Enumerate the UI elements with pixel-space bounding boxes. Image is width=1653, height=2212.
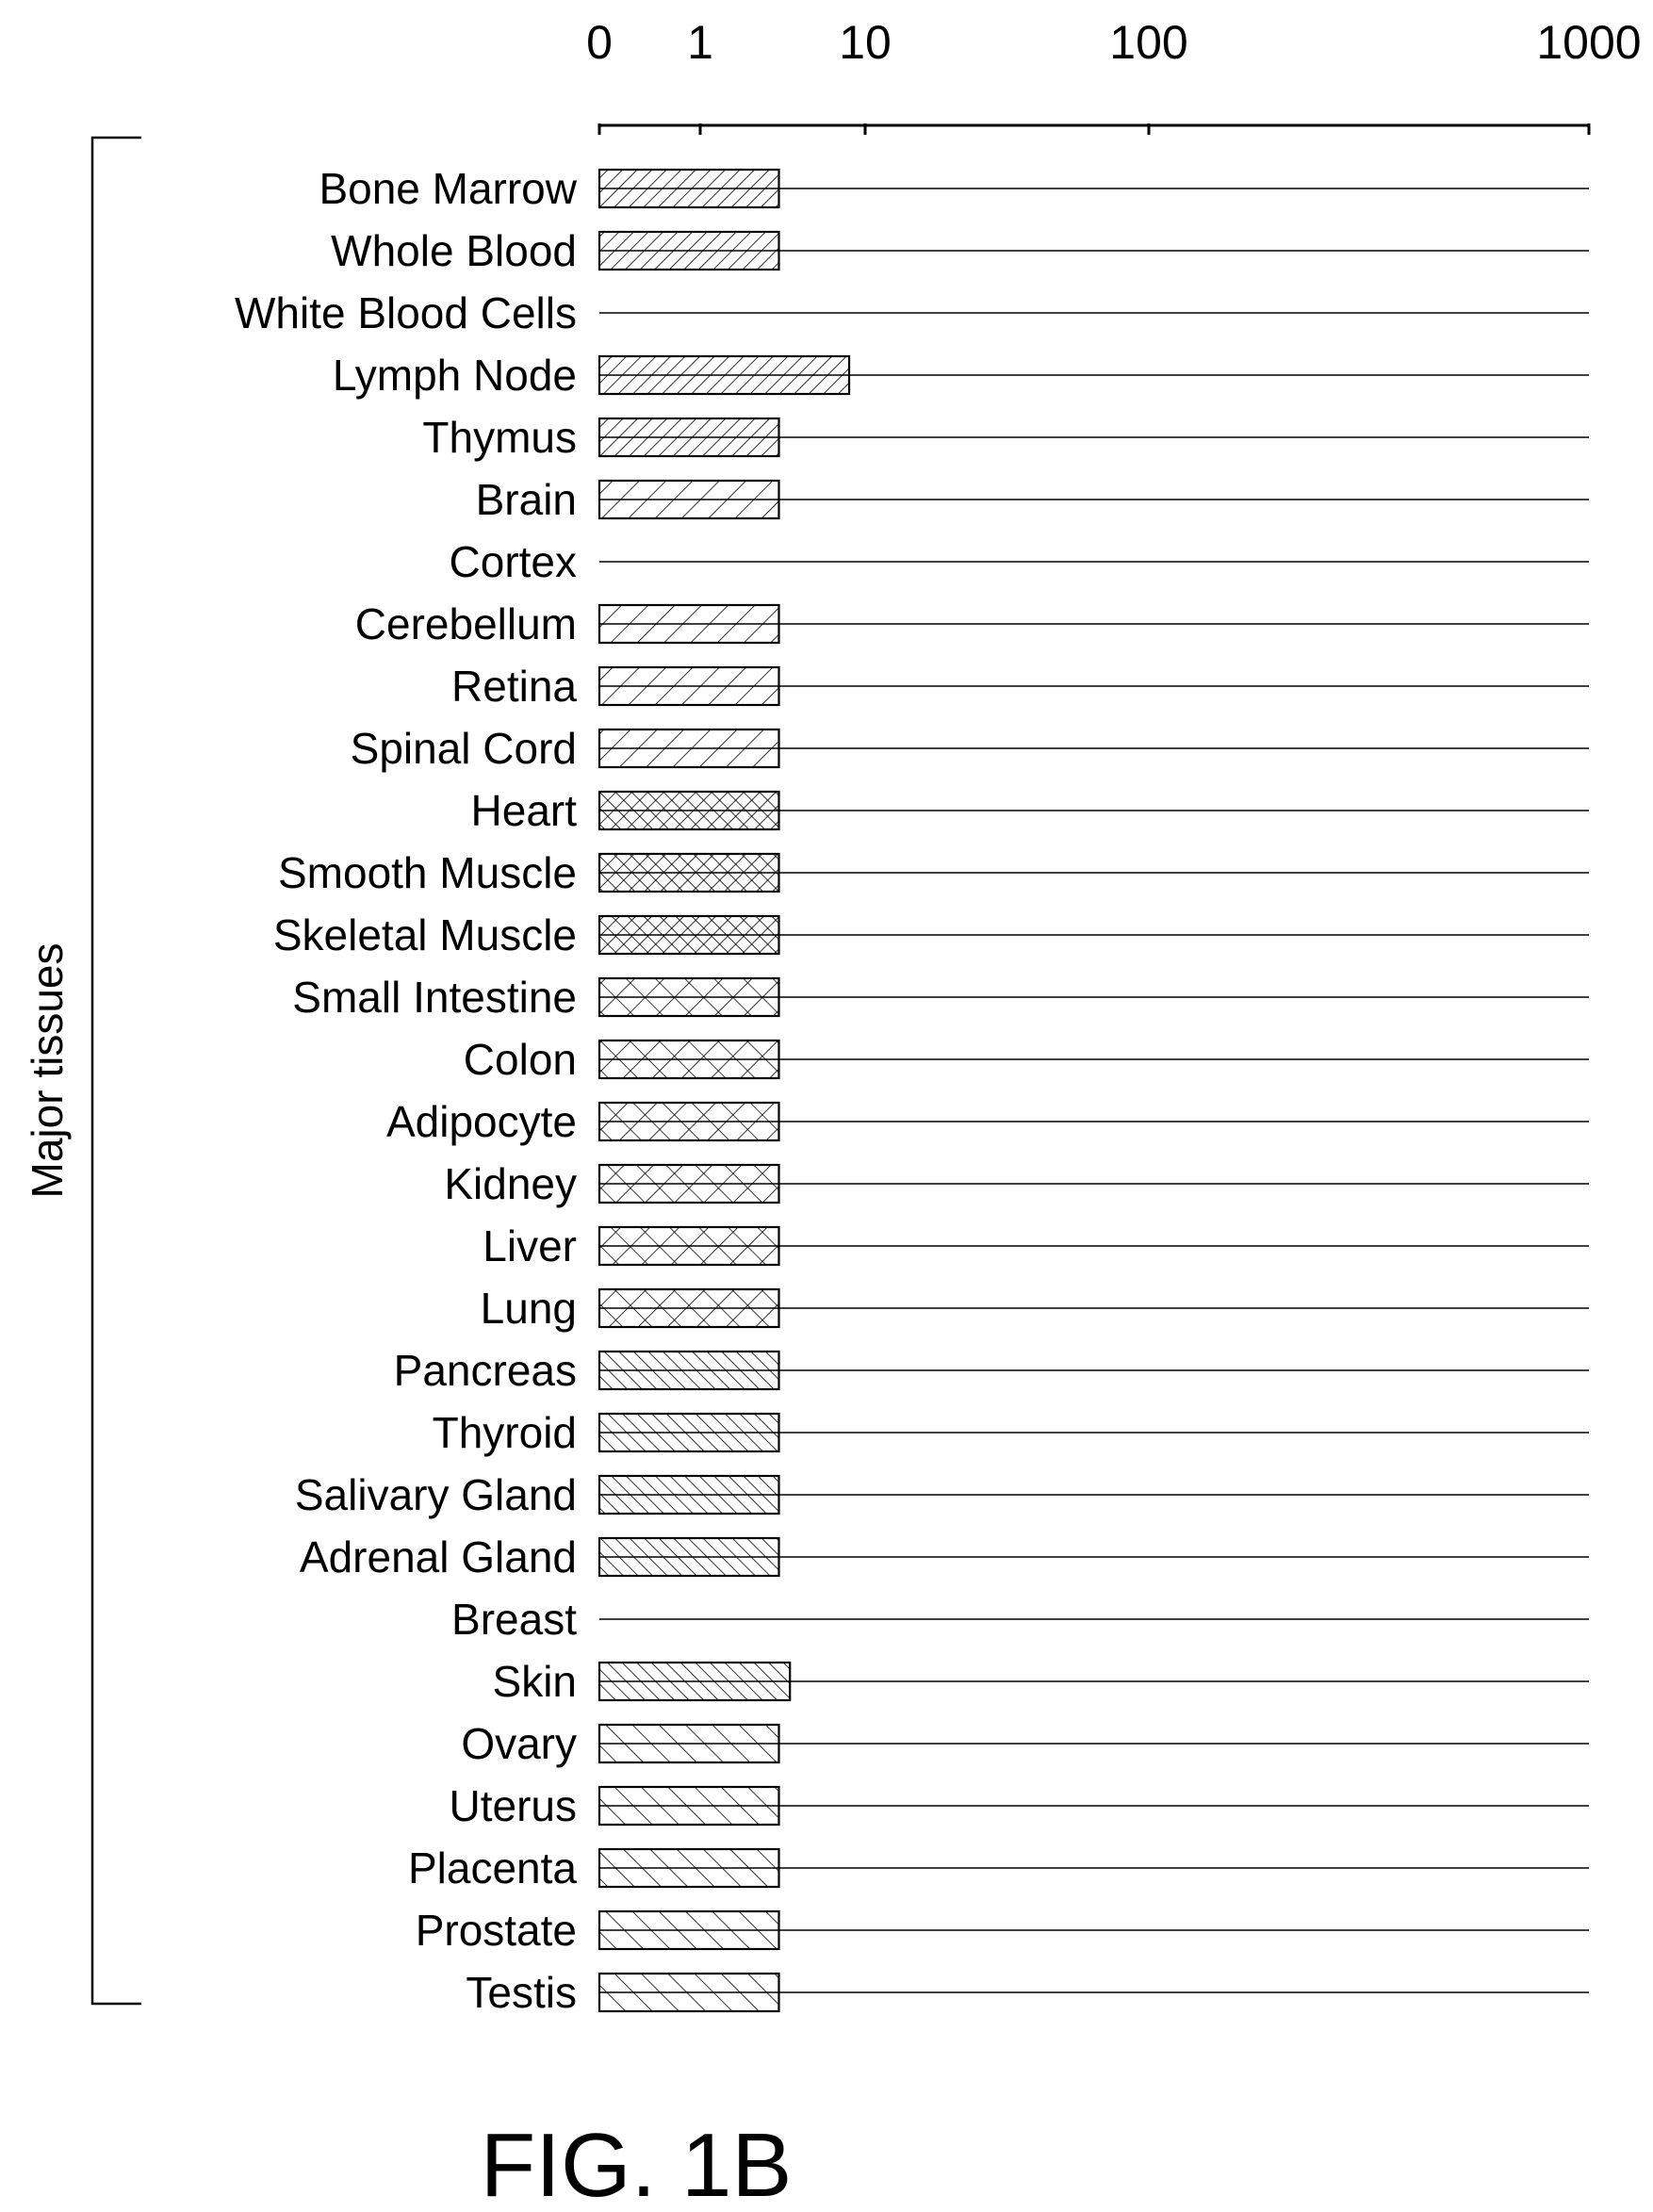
group-bracket [90,136,141,2006]
category-label: Prostate [416,1906,577,1955]
bar [597,790,780,831]
category-label: Skeletal Muscle [273,910,577,959]
bar [597,1287,780,1329]
category-label: Placenta [408,1843,577,1892]
category-label: Skin [493,1657,577,1706]
category-label: Uterus [450,1781,577,1830]
x-axis-ticks: 0 1 10 100 1000 [586,16,1642,135]
bar [597,976,780,1018]
bar [597,1785,780,1827]
bar [597,1909,780,1951]
row-guide-lines [599,188,1589,1993]
bar [597,354,851,396]
bar [597,1412,780,1453]
category-label: Cerebellum [355,599,577,648]
category-label: Brain [476,475,577,524]
x-tick-label: 0 [586,16,613,69]
group-label: Major tissues [23,943,72,1199]
x-tick-label: 1000 [1536,16,1641,69]
category-label: Salivary Gland [295,1470,577,1519]
category-label: Smooth Muscle [278,848,577,897]
category-label: Adrenal Gland [300,1532,577,1581]
bar [597,417,780,458]
bar [597,1972,780,2013]
category-label: White Blood Cells [235,288,577,337]
category-label: Thymus [422,413,577,462]
bar [597,1163,780,1204]
bar [597,1536,780,1578]
x-tick-label: 10 [839,16,892,69]
x-tick-label: 1 [687,16,713,69]
bar [597,1847,780,1889]
bars [597,168,851,2013]
category-label: Spinal Cord [351,724,577,773]
category-label: Breast [451,1595,577,1644]
category-label: Liver [483,1221,577,1270]
bar [597,1350,780,1391]
bar [597,1474,780,1516]
bar [597,1101,780,1142]
bar [597,1723,780,1764]
bar [597,479,780,520]
category-label: Bone Marrow [319,164,577,213]
category-label: Testis [466,1968,577,2017]
bar [597,1039,780,1080]
category-label: Thyroid [433,1408,577,1457]
category-label: Whole Blood [331,226,577,275]
bar [597,168,780,209]
category-labels: Bone Marrow Whole Blood White Blood Cells L… [235,164,578,2017]
bar [597,728,780,769]
category-label: Lung [481,1284,577,1333]
category-label: Ovary [461,1719,577,1768]
category-label: Colon [464,1035,577,1084]
bar [597,1225,780,1267]
category-label: Heart [471,786,578,835]
category-label: Retina [451,662,577,711]
bar [597,852,780,893]
category-label: Lymph Node [333,351,577,400]
x-tick-label: 100 [1109,16,1187,69]
category-label: Kidney [444,1159,577,1208]
bar [597,1661,792,1702]
figure-label: FIG. 1B [481,2115,793,2212]
bar [597,914,780,956]
category-label: Pancreas [394,1346,577,1395]
bar [597,665,780,707]
category-label: Cortex [450,537,577,586]
category-label: Small Intestine [292,973,577,1022]
bar [597,230,780,271]
category-label: Adipocyte [386,1097,577,1146]
bar [597,603,780,645]
